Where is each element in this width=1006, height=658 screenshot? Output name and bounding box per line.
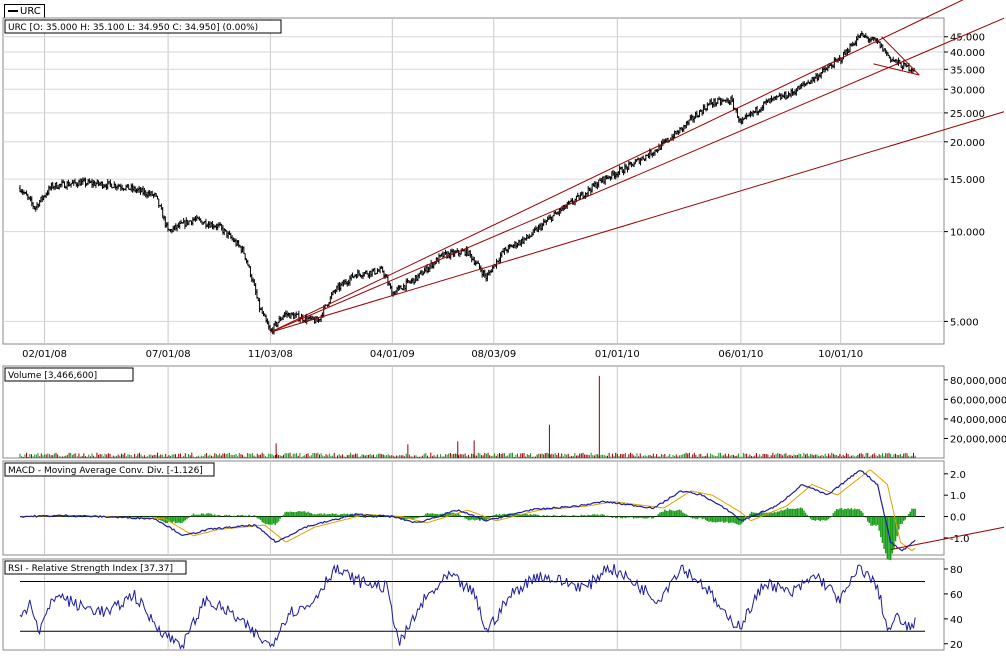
price-tick-label: 45.000 — [950, 33, 985, 44]
price-tick-label: 15.000 — [950, 175, 985, 186]
volume-bars — [19, 375, 916, 458]
date-tick-label: 01/01/10 — [595, 349, 640, 360]
rsi-title: RSI - Relative Strength Index [37.37] — [8, 564, 173, 574]
date-tick-label: 08/03/09 — [471, 349, 516, 360]
date-tick-label: 10/01/10 — [818, 349, 863, 360]
trendline — [881, 36, 920, 76]
macd-trendline — [890, 526, 1005, 551]
rsi-tick-label: 20 — [950, 640, 963, 651]
volume-title: Volume [3,466,600] — [8, 371, 97, 381]
date-tick-label: 04/01/09 — [370, 349, 415, 360]
trendline-extension — [924, 0, 964, 19]
trendline — [270, 134, 926, 333]
price-title: URC [O: 35.000 H: 35.100 L: 34.950 C: 34… — [8, 23, 258, 33]
price-tick-label: 25.000 — [950, 109, 985, 120]
date-tick-label: 07/01/08 — [146, 349, 191, 360]
date-tick-label: 11/03/08 — [248, 349, 293, 360]
macd-tick-label: -1.0 — [950, 534, 970, 545]
legend-line-swatch — [8, 10, 18, 12]
macd-line — [20, 469, 916, 552]
macd-tick-label: 2.0 — [950, 470, 966, 481]
volume-panel — [2, 365, 945, 459]
legend-symbol: URC — [20, 6, 41, 17]
price-tick-label: 30.000 — [950, 85, 985, 96]
price-tick-label: 20.000 — [950, 138, 985, 149]
volume-tick-label: 40,000,000 — [950, 415, 1006, 426]
price-tick-label: 35.000 — [950, 65, 985, 76]
trendline-extension — [924, 17, 1005, 53]
rsi-tick-label: 60 — [950, 590, 963, 601]
price-tick-label: 5.000 — [950, 317, 979, 328]
price-title-box — [4, 19, 282, 34]
date-tick-label: 06/01/10 — [718, 349, 763, 360]
macd-title-box — [4, 462, 215, 477]
macd-signal-line — [20, 469, 916, 552]
macd-title: MACD - Moving Average Conv. Div. [-1.126… — [8, 466, 203, 476]
rsi-tick-label: 80 — [950, 565, 963, 576]
volume-tick-label: 60,000,000 — [950, 395, 1006, 406]
volume-tick-label: 80,000,000 — [950, 376, 1006, 387]
trendline — [873, 63, 920, 76]
trendline — [270, 17, 926, 333]
price-tick-label: 40.000 — [950, 48, 985, 59]
rsi-title-box — [4, 560, 187, 575]
rsi-tick-label: 40 — [950, 615, 963, 626]
macd-tick-label: 0.0 — [950, 513, 966, 524]
rsi-panel — [2, 558, 945, 651]
rsi-line — [19, 563, 916, 650]
volume-title-box — [4, 367, 134, 382]
trendline — [270, 51, 926, 333]
price-panel — [2, 17, 945, 345]
trendline-extension — [924, 111, 1005, 136]
date-tick-label: 02/01/08 — [22, 349, 67, 360]
macd-tick-label: 1.0 — [950, 491, 966, 502]
volume-tick-label: 20,000,000 — [950, 434, 1006, 445]
price-tick-label: 10.000 — [950, 228, 985, 239]
